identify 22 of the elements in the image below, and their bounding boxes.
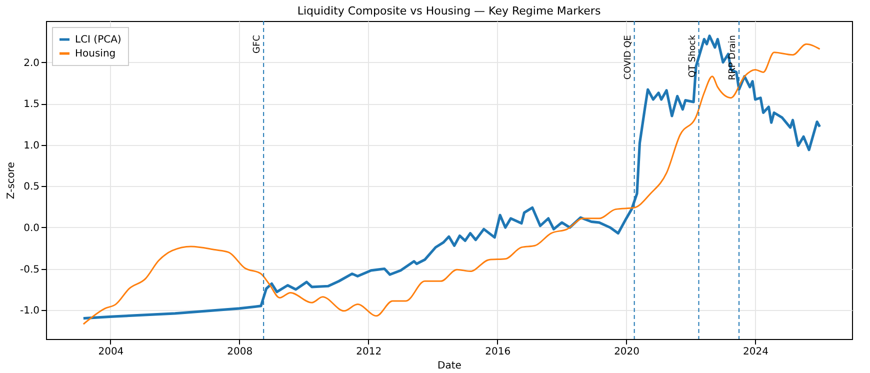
x-tick-label: 2008 — [227, 346, 253, 358]
y-axis-title: Z-score — [6, 162, 17, 200]
legend-label: Housing — [75, 48, 116, 60]
y-tick-label: -1.0 — [20, 306, 40, 317]
x-tick-label: 2004 — [98, 346, 124, 358]
y-tick-label: 0.5 — [24, 182, 40, 193]
x-tick-label: 2024 — [743, 346, 768, 358]
ref-line-label: GFC — [252, 35, 263, 54]
x-axis-title: Date — [438, 360, 462, 372]
ref-line-label: QT Shock — [688, 34, 698, 78]
y-tick-label: 1.5 — [24, 99, 40, 110]
y-tick-label: 0.0 — [24, 222, 40, 234]
x-tick-label: 2016 — [485, 346, 511, 358]
y-tick-label: -0.5 — [20, 264, 40, 276]
ref-line-label: RRP Drain — [728, 35, 738, 80]
x-tick-label: 2012 — [356, 346, 382, 358]
chart-title: Liquidity Composite vs Housing — Key Regime Markers — [297, 4, 601, 18]
x-tick-label: 2020 — [614, 346, 640, 358]
y-tick-label: 2.0 — [24, 58, 40, 69]
y-tick-label: 1.0 — [24, 140, 40, 152]
legend-label: LCI (PCA) — [75, 34, 122, 46]
ref-line-label: COVID QE — [623, 34, 634, 80]
